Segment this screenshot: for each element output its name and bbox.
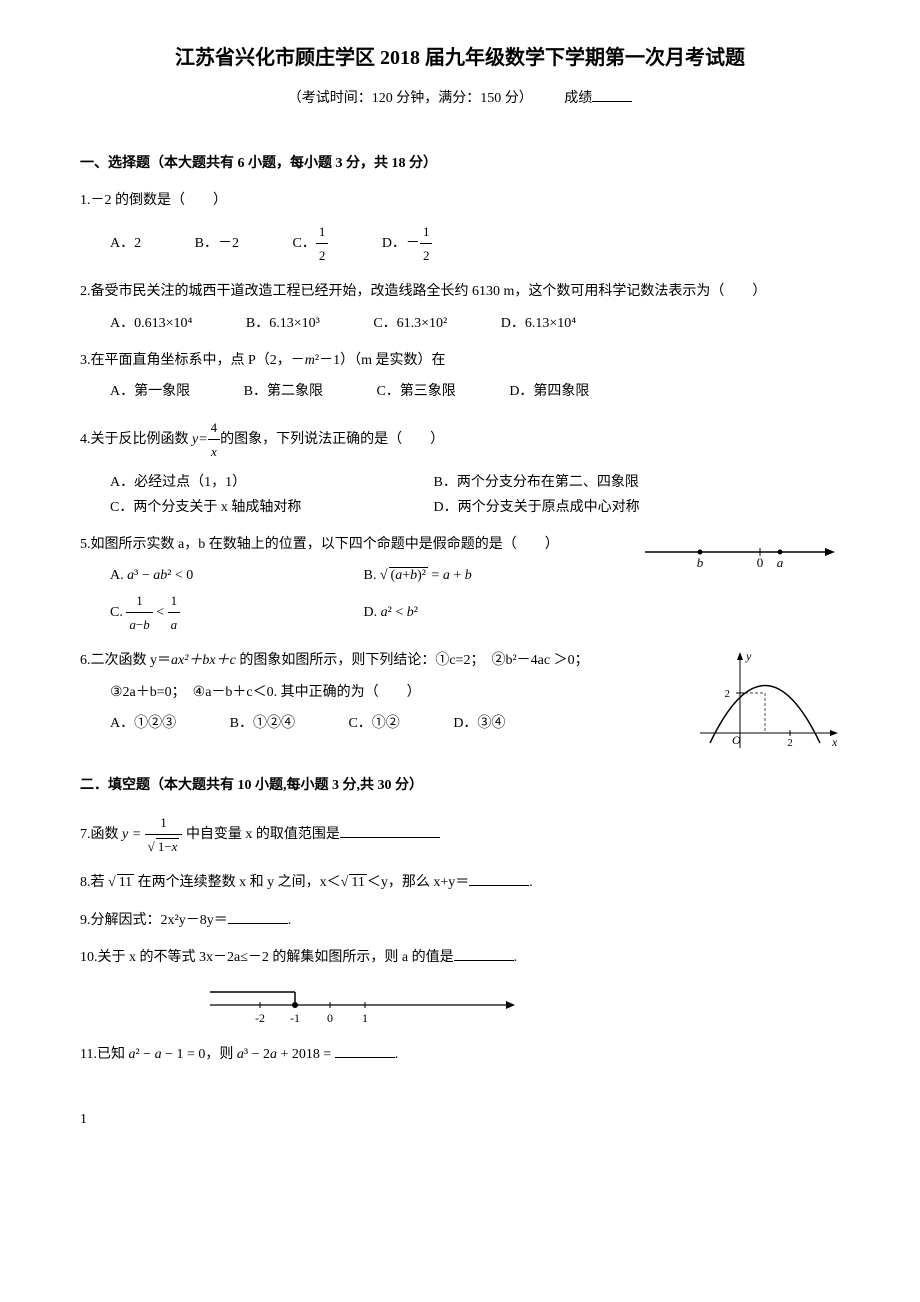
- q5-number-line: b 0 a: [640, 532, 840, 572]
- section-2-header: 二．填空题（本大题共有 10 小题,每小题 3 分,共 30 分）: [80, 773, 840, 798]
- q8-mid2: ＜y，那么 x+y＝: [367, 875, 469, 890]
- q7-post: 中自变量 x 的取值范围是: [186, 827, 340, 842]
- svg-text:1: 1: [362, 1011, 368, 1025]
- svg-text:O: O: [732, 733, 741, 747]
- score-blank: [592, 87, 632, 102]
- q6-opt-d: D．③④: [453, 711, 505, 736]
- q8-blank: [469, 871, 529, 886]
- q7-y: y =: [122, 827, 145, 842]
- section-1-header: 一、选择题（本大题共有 6 小题，每小题 3 分，共 18 分）: [80, 151, 840, 176]
- question-9: 9.分解因式：2x²y－8y＝.: [80, 908, 840, 933]
- q6-gt0: ＞0；: [554, 653, 589, 668]
- question-3: 3.在平面直角坐标系中，点 P（2，－m²－1）（m 是实数）在 A．第一象限 …: [80, 348, 840, 404]
- svg-text:2: 2: [787, 737, 793, 749]
- q3-opt-a: A．第一象限: [110, 379, 190, 404]
- q2-text: 2.备受市民关注的城西干道改造工程已经开始，改造线路全长约 6130 m，这个数…: [80, 284, 766, 299]
- q4-opt-d: D．两个分支关于原点成中心对称: [434, 495, 754, 520]
- q4-opt-b: B．两个分支分布在第二、四象限: [434, 470, 754, 495]
- question-4: 4.关于反比例函数 y=4x的图象，下列说法正确的是（ ） A．必经过点（1，1…: [80, 416, 840, 520]
- svg-text:-2: -2: [255, 1011, 265, 1025]
- q2-opt-c: C．61.3×10²: [373, 311, 447, 336]
- q11-pre: 11.已知: [80, 1047, 128, 1062]
- q7-pre: 7.函数: [80, 827, 122, 842]
- q4-opt-a: A．必经过点（1，1）: [110, 470, 430, 495]
- question-10: 10.关于 x 的不等式 3x－2a≤－2 的解集如图所示，则 a 的值是. -…: [80, 945, 840, 1030]
- question-11: 11.已知 a² − a − 1 = 0，则 a³ − 2a + 2018 = …: [80, 1042, 840, 1067]
- q8-sqrt2: 11: [349, 874, 366, 890]
- q10-post: .: [514, 950, 518, 965]
- question-1: 1.－2 的倒数是（ ） A．2 B．－2 C．12 D．－12: [80, 188, 840, 267]
- q5-opt-b: B. √(a+b)² = a + b: [364, 563, 472, 588]
- q7-frac: 1 √1−x: [145, 811, 183, 859]
- q1-opt-a: A．2: [110, 231, 141, 256]
- q9-blank: [228, 909, 288, 924]
- q5-opt-a: A. a³ − ab² < 0: [110, 563, 310, 588]
- q6-text: 6.二次函数 y＝ax²＋bx＋c 的图象如图所示，则下列结论：①c=2； ②b…: [80, 653, 554, 668]
- score-label: 成绩: [564, 91, 592, 106]
- question-2: 2.备受市民关注的城西干道改造工程已经开始，改造线路全长约 6130 m，这个数…: [80, 279, 840, 335]
- q6-parabola-graph: x y O 2 2: [690, 648, 840, 758]
- q1-opt-c: C．12: [292, 220, 328, 268]
- q9-post: .: [288, 913, 292, 928]
- q8-pre: 8.若: [80, 875, 108, 890]
- q3-opt-d: D．第四象限: [509, 379, 589, 404]
- svg-text:-1: -1: [290, 1011, 300, 1025]
- svg-text:0: 0: [757, 555, 764, 570]
- q5-opt-c: C. 1a−b < 1a: [110, 589, 310, 637]
- svg-text:y: y: [745, 649, 752, 663]
- question-6: x y O 2 2 6.二次函数 y＝ax²＋bx＋c 的图象如图所示，则下列结…: [80, 648, 840, 758]
- q2-opt-a: A．0.613×10⁴: [110, 311, 192, 336]
- q11-mid: ，则: [205, 1047, 237, 1062]
- q3-text: 3.在平面直角坐标系中，点 P（2，－m²－1）（m 是实数）在: [80, 353, 446, 368]
- q6-opt-a: A．①②③: [110, 711, 176, 736]
- svg-text:2: 2: [725, 688, 731, 700]
- svg-text:b: b: [697, 555, 704, 570]
- q8-post: .: [529, 875, 533, 890]
- q4-text: 4.关于反比例函数 y=4x的图象，下列说法正确的是（ ）: [80, 432, 444, 447]
- exam-info: （考试时间：120 分钟，满分：150 分） 成绩: [80, 86, 840, 111]
- svg-text:a: a: [777, 555, 784, 570]
- q11-post: .: [395, 1047, 399, 1062]
- q1-opt-b: B．－2: [195, 231, 239, 256]
- question-5: 5.如图所示实数 a，b 在数轴上的位置，以下四个命题中是假命题的是（ ） b …: [80, 532, 840, 636]
- q4-opt-c: C．两个分支关于 x 轴成轴对称: [110, 495, 430, 520]
- q1-opt-d: D．－12: [382, 220, 433, 268]
- q6-line2: ③2a＋b=0； ④a－b＋c＜0. 其中正确的为（ ）: [110, 685, 421, 700]
- q9-pre: 9.分解因式：2x²y－8y＝: [80, 913, 228, 928]
- q11-blank: [335, 1043, 395, 1058]
- q5-text: 5.如图所示实数 a，b 在数轴上的位置，以下四个命题中是假命题的是（ ）: [80, 537, 559, 552]
- q6-opt-c: C．①②: [348, 711, 399, 736]
- q2-opt-d: D．6.13×10⁴: [501, 311, 576, 336]
- svg-text:x: x: [831, 735, 838, 749]
- q1-text: 1.－2 的倒数是（ ）: [80, 193, 227, 208]
- question-7: 7.函数 y = 1 √1−x 中自变量 x 的取值范围是: [80, 811, 840, 859]
- q8-sqrt1: 11: [117, 874, 134, 890]
- q5-opt-d: D. a² < b²: [364, 600, 418, 625]
- q8-mid1: 在两个连续整数 x 和 y 之间，x＜: [134, 875, 341, 890]
- q6-opt-b: B．①②④: [230, 711, 295, 736]
- q3-opt-b: B．第二象限: [244, 379, 323, 404]
- page-title: 江苏省兴化市顾庄学区 2018 届九年级数学下学期第一次月考试题: [80, 40, 840, 76]
- q10-pre: 10.关于 x 的不等式 3x－2a≤－2 的解集如图所示，则 a 的值是: [80, 950, 454, 965]
- page-number: 1: [80, 1107, 840, 1132]
- question-8: 8.若 √11 在两个连续整数 x 和 y 之间，x＜√11＜y，那么 x+y＝…: [80, 870, 840, 895]
- q3-opt-c: C．第三象限: [376, 379, 455, 404]
- exam-time-marks: （考试时间：120 分钟，满分：150 分）: [288, 91, 533, 106]
- q2-opt-b: B．6.13×10³: [246, 311, 320, 336]
- q10-blank: [454, 946, 514, 961]
- svg-text:0: 0: [327, 1011, 333, 1025]
- q10-number-line: -2 -1 0 1: [200, 980, 520, 1030]
- q7-blank: [340, 823, 440, 838]
